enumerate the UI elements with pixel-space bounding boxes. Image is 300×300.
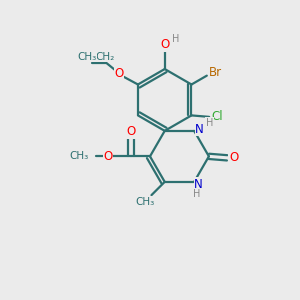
Text: CH₂: CH₂ xyxy=(95,52,115,61)
Text: H: H xyxy=(172,34,180,44)
Text: O: O xyxy=(126,125,136,138)
Text: Br: Br xyxy=(208,66,222,79)
Text: N: N xyxy=(195,123,204,136)
Text: Cl: Cl xyxy=(212,110,223,123)
Text: CH₃: CH₃ xyxy=(78,52,97,61)
Text: O: O xyxy=(103,150,113,163)
Text: H: H xyxy=(206,118,213,128)
Text: H: H xyxy=(194,189,201,199)
Text: O: O xyxy=(115,67,124,80)
Text: O: O xyxy=(229,151,238,164)
Text: CH₃: CH₃ xyxy=(70,152,89,161)
Text: CH₃: CH₃ xyxy=(135,196,154,207)
Text: N: N xyxy=(194,178,203,191)
Text: O: O xyxy=(160,38,169,51)
